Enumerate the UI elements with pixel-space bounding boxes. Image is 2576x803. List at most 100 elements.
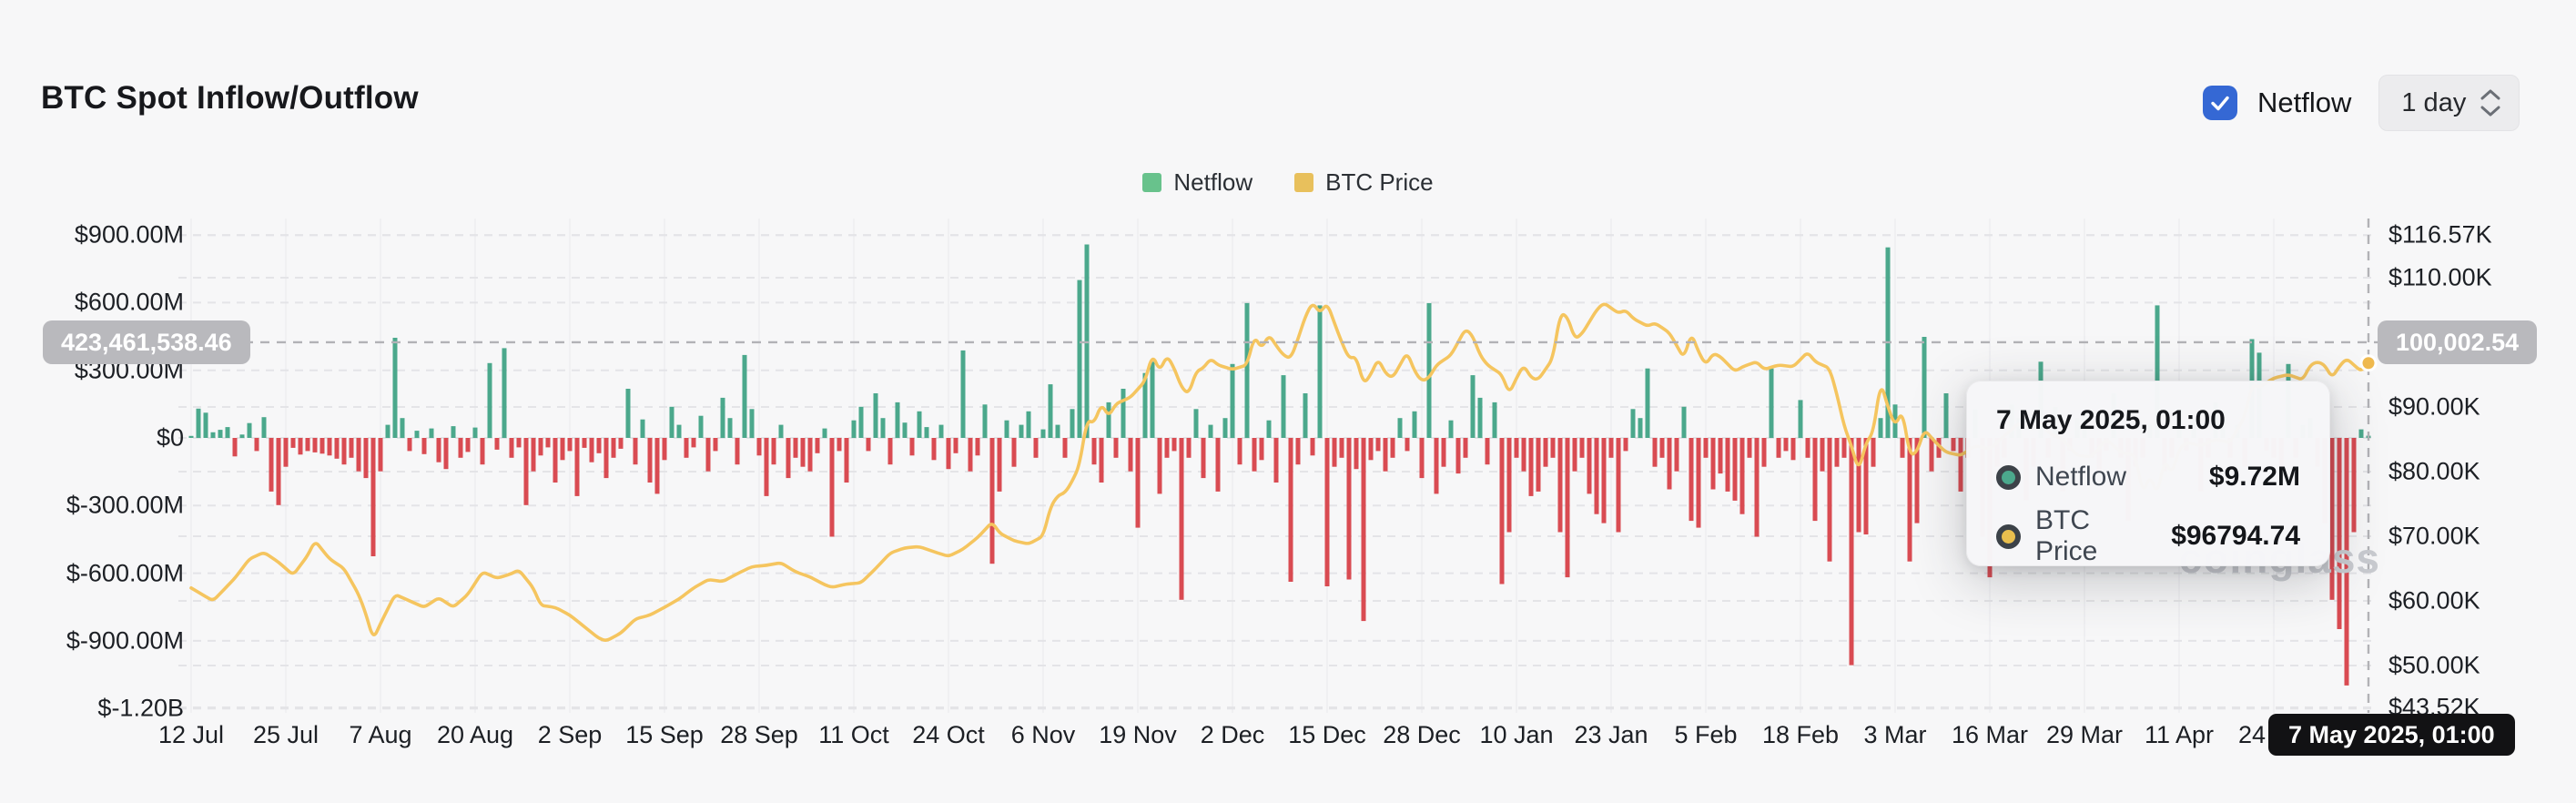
netflow-bar[interactable]	[1346, 438, 1352, 580]
netflow-bar[interactable]	[1230, 363, 1235, 438]
netflow-bar[interactable]	[917, 411, 922, 438]
netflow-bar[interactable]	[1091, 438, 1097, 465]
netflow-bar[interactable]	[1004, 420, 1009, 438]
netflow-bar[interactable]	[1929, 438, 1934, 472]
netflow-bar[interactable]	[1696, 438, 1701, 528]
netflow-bar[interactable]	[1718, 438, 1723, 474]
netflow-bar[interactable]	[807, 438, 813, 472]
netflow-bar[interactable]	[909, 438, 915, 456]
netflow-bar[interactable]	[487, 362, 492, 438]
netflow-bar[interactable]	[1383, 438, 1388, 472]
netflow-bar[interactable]	[662, 438, 667, 461]
netflow-bar[interactable]	[1055, 424, 1060, 438]
netflow-bar[interactable]	[771, 438, 776, 465]
netflow-bar[interactable]	[188, 435, 194, 438]
netflow-bar[interactable]	[523, 438, 529, 505]
netflow-bar[interactable]	[1725, 438, 1730, 492]
netflow-bar[interactable]	[837, 438, 842, 452]
netflow-bar[interactable]	[647, 438, 653, 483]
netflow-bar[interactable]	[509, 438, 514, 458]
netflow-bar[interactable]	[596, 438, 602, 453]
netflow-bar[interactable]	[2329, 438, 2335, 600]
netflow-bar[interactable]	[567, 438, 573, 452]
netflow-bar[interactable]	[1623, 438, 1628, 452]
netflow-bar[interactable]	[414, 431, 420, 438]
netflow-bar[interactable]	[975, 438, 980, 456]
netflow-bar[interactable]	[1878, 418, 1883, 438]
netflow-bar[interactable]	[1652, 438, 1658, 467]
netflow-bar[interactable]	[1361, 438, 1366, 622]
netflow-bar[interactable]	[203, 412, 208, 438]
netflow-bar[interactable]	[1798, 400, 1803, 438]
netflow-bar[interactable]	[1747, 438, 1752, 458]
netflow-bar[interactable]	[429, 428, 434, 438]
netflow-bar[interactable]	[895, 402, 900, 438]
netflow-bar[interactable]	[269, 438, 274, 492]
netflow-bar[interactable]	[356, 438, 361, 472]
netflow-bar[interactable]	[858, 406, 864, 438]
netflow-bar[interactable]	[1776, 438, 1781, 458]
netflow-bar[interactable]	[574, 438, 580, 496]
netflow-bar[interactable]	[705, 438, 711, 472]
netflow-bar[interactable]	[1543, 438, 1548, 467]
netflow-bar[interactable]	[1171, 438, 1177, 452]
netflow-bar[interactable]	[531, 438, 536, 472]
netflow-bar[interactable]	[502, 348, 507, 438]
netflow-bar[interactable]	[1550, 438, 1556, 458]
spinner-up-down-icon[interactable]	[2479, 88, 2502, 117]
netflow-bar[interactable]	[1812, 438, 1818, 522]
netflow-bar[interactable]	[1317, 305, 1323, 438]
netflow-bar[interactable]	[516, 438, 522, 448]
netflow-bar[interactable]	[756, 438, 762, 456]
netflow-bar[interactable]	[815, 438, 820, 453]
netflow-bar[interactable]	[392, 338, 398, 438]
netflow-bar[interactable]	[997, 438, 1002, 492]
netflow-bar[interactable]	[742, 354, 747, 438]
netflow-bar[interactable]	[349, 438, 354, 458]
netflow-bar[interactable]	[1033, 438, 1039, 458]
netflow-bar[interactable]	[1528, 438, 1534, 496]
netflow-bar[interactable]	[1113, 438, 1119, 458]
netflow-bar[interactable]	[1849, 438, 1854, 666]
netflow-bar[interactable]	[2344, 438, 2349, 686]
netflow-bar[interactable]	[1557, 438, 1563, 533]
netflow-bar[interactable]	[1412, 411, 1417, 438]
netflow-bar[interactable]	[989, 438, 995, 564]
legend-item-btc-price[interactable]: BTC Price	[1294, 168, 1434, 197]
netflow-bar[interactable]	[225, 427, 230, 438]
netflow-bar[interactable]	[1681, 406, 1687, 438]
netflow-bar[interactable]	[1281, 375, 1286, 438]
netflow-bar[interactable]	[1026, 411, 1031, 438]
netflow-bar[interactable]	[960, 350, 966, 438]
netflow-bar[interactable]	[946, 438, 951, 470]
netflow-bar[interactable]	[2155, 305, 2160, 438]
netflow-bar[interactable]	[982, 404, 988, 438]
netflow-bar[interactable]	[669, 406, 674, 438]
netflow-bar[interactable]	[786, 438, 791, 479]
netflow-bar[interactable]	[968, 438, 973, 472]
netflow-bar[interactable]	[1601, 438, 1607, 523]
netflow-bar[interactable]	[218, 430, 223, 438]
netflow-bar[interactable]	[1441, 438, 1446, 467]
netflow-bar[interactable]	[1820, 438, 1825, 472]
netflow-bar[interactable]	[866, 438, 871, 452]
netflow-bar[interactable]	[1463, 438, 1468, 458]
netflow-bar[interactable]	[254, 438, 259, 452]
netflow-bar[interactable]	[1288, 438, 1293, 582]
netflow-bar[interactable]	[1295, 438, 1301, 465]
netflow-bar[interactable]	[1405, 438, 1410, 452]
netflow-bar[interactable]	[822, 428, 827, 438]
netflow-bar[interactable]	[1703, 438, 1709, 458]
netflow-bar[interactable]	[1769, 368, 1774, 438]
netflow-bar[interactable]	[1332, 438, 1337, 467]
netflow-bar[interactable]	[2358, 429, 2364, 438]
netflow-bar[interactable]	[1514, 438, 1519, 458]
netflow-bar[interactable]	[1594, 438, 1599, 514]
netflow-bar[interactable]	[851, 420, 857, 438]
netflow-bar[interactable]	[829, 438, 835, 537]
netflow-bar[interactable]	[735, 438, 740, 465]
netflow-bar[interactable]	[676, 424, 682, 438]
netflow-bar[interactable]	[1922, 337, 1927, 438]
netflow-bar[interactable]	[1244, 302, 1250, 438]
netflow-bar[interactable]	[1259, 438, 1264, 461]
